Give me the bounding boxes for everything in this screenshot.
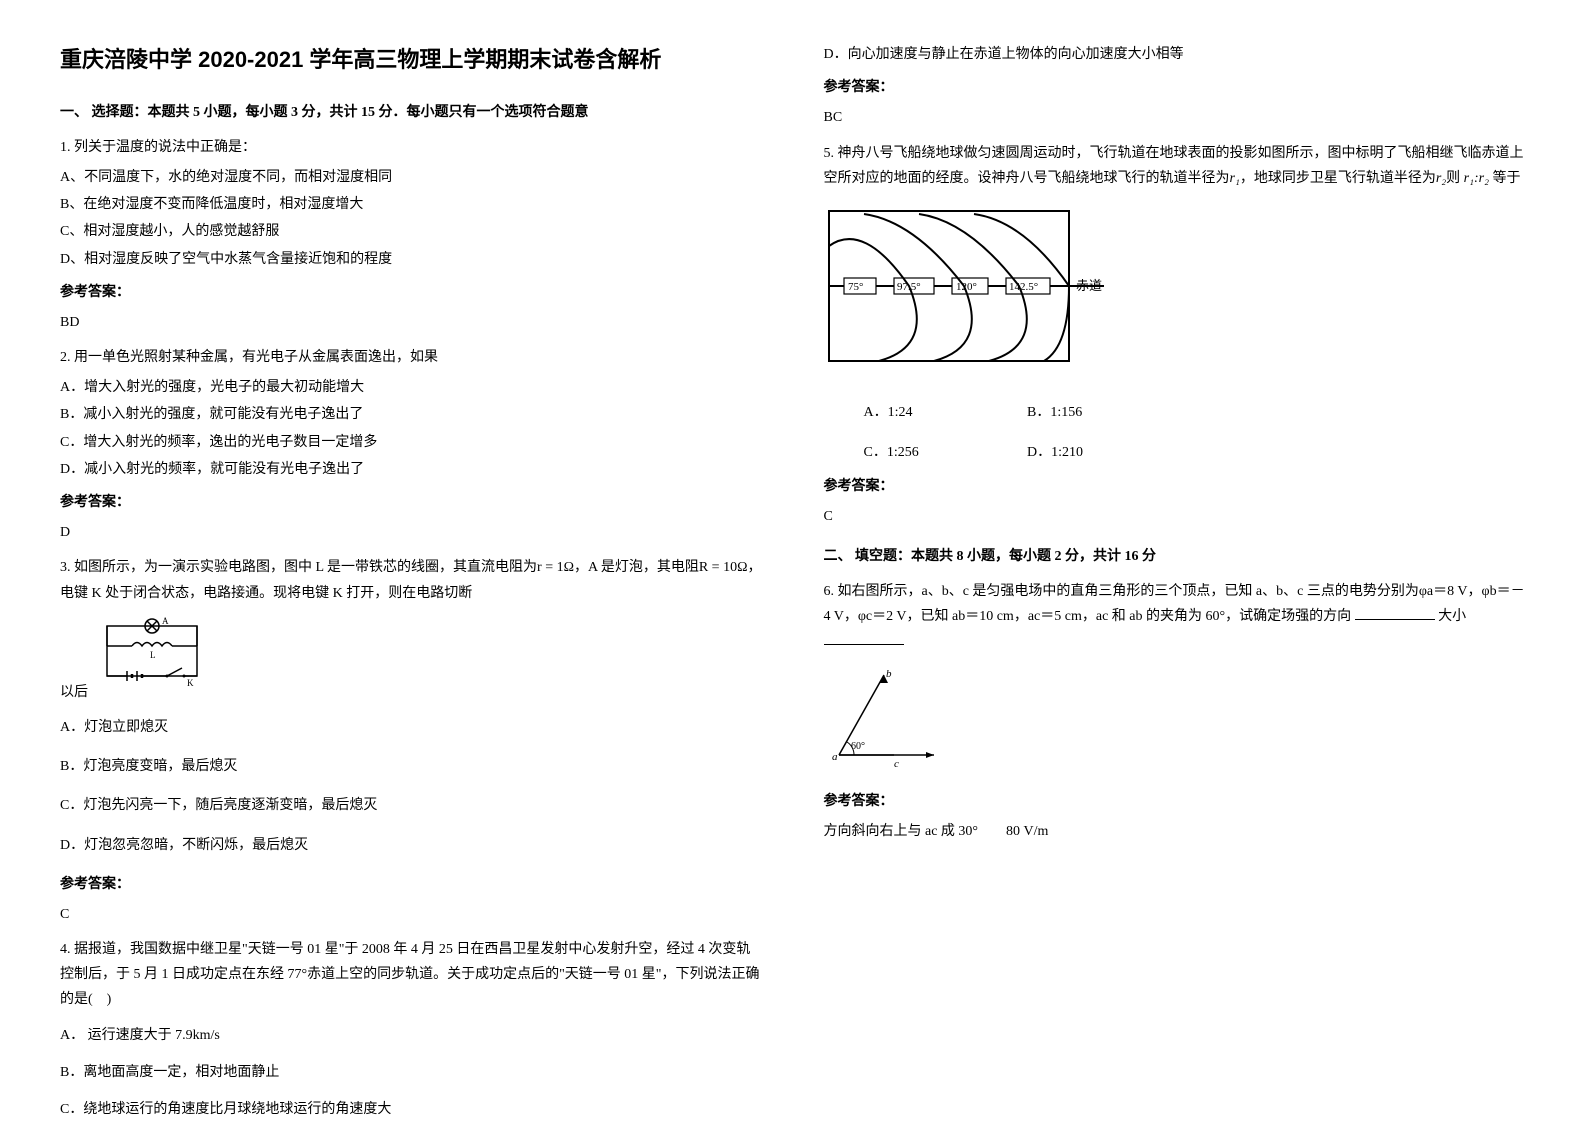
circuit-diagram-icon: A L K [92,616,212,691]
q3-answer: C [60,902,764,927]
q6-blank-2 [824,631,904,645]
q1-optC: C、相对湿度越小，人的感觉越舒服 [60,219,764,244]
map-lon-3: 142.5° [1009,281,1038,293]
q4-optA: A． 运行速度大于 7.9km/s [60,1023,764,1048]
q2-answer-label: 参考答案： [60,490,764,515]
tri-angle: 60° [851,741,865,752]
q4-answer-label: 参考答案： [824,75,1528,100]
q5-r2: r₂ [1436,171,1446,186]
q3-stem-p1: 3. 如图所示，为一演示实验电路图，图中 L 是一带铁芯的线圈，其直流电阻为 [60,560,537,575]
q2-stem: 2. 用一单色光照射某种金属，有光电子从金属表面逸出，如果 [60,345,764,370]
q4-stem: 4. 据报道，我国数据中继卫星"天链一号 01 星"于 2008 年 4 月 2… [60,937,764,1013]
q5-optC: C．1:256 [864,440,1024,465]
tri-a: a [832,751,838,763]
svg-text:A: A [162,616,169,626]
q5-optB: B．1:156 [1027,400,1187,425]
q6-blank-label: 大小 [1438,609,1466,624]
q2-optD: D．减小入射光的频率，就可能没有光电子逸出了 [60,457,764,482]
q3-figure-row: 以后 A L [60,611,764,705]
q5-optD: D．1:210 [1027,440,1187,465]
q2-optC: C．增大入射光的频率，逸出的光电子数目一定增多 [60,430,764,455]
right-column: D．向心加速度与静止在赤道上物体的向心加速度大小相等 参考答案： BC 5. 神… [824,40,1528,1082]
q2-optA: A．增大入射光的强度，光电子的最大初动能增大 [60,375,764,400]
q3-optA: A．灯泡立即熄灭 [60,715,764,740]
q4-optD: D．向心加速度与静止在赤道上物体的向心加速度大小相等 [824,42,1528,67]
q2-answer: D [60,520,764,545]
q1-stem: 1. 列关于温度的说法中正确是： [60,135,764,160]
q5-stem-p3: 则 [1446,171,1460,186]
q3-stem: 3. 如图所示，为一演示实验电路图，图中 L 是一带铁芯的线圈，其直流电阻为r … [60,555,764,605]
q4-answer: BC [824,105,1528,130]
q3-answer-label: 参考答案： [60,872,764,897]
svg-text:L: L [150,650,156,660]
q6-blank-1 [1355,606,1435,620]
page-title: 重庆涪陵中学 2020-2021 学年高三物理上学期期末试卷含解析 [60,40,764,80]
q1-answer-label: 参考答案： [60,280,764,305]
q5-stem-p4: 等于 [1492,171,1520,186]
q3-R-eq: R = 10Ω [699,560,748,575]
left-column: 重庆涪陵中学 2020-2021 学年高三物理上学期期末试卷含解析 一、 选择题… [60,40,764,1082]
section-1-header: 一、 选择题：本题共 5 小题，每小题 3 分，共计 15 分．每小题只有一个选… [60,100,764,125]
q5-options-row-2: C．1:256 D．1:210 [824,440,1528,465]
q2-optB: B．减小入射光的强度，就可能没有光电子逸出了 [60,402,764,427]
tri-c: c [894,758,899,770]
map-figure: 赤道 75° 97.5° 120° 142.5° [824,206,1528,385]
q3-r-eq: r = 1Ω [537,560,574,575]
q1-optA: A、不同温度下，水的绝对湿度不同，而相对湿度相同 [60,165,764,190]
q3-after-label: 以后 [60,680,88,705]
q4-optB: B．离地面高度一定，相对地面静止 [60,1060,764,1085]
q5-answer-label: 参考答案： [824,474,1528,499]
q6-answer-label: 参考答案： [824,789,1528,814]
q5-stem-p2: ，地球同步卫星飞行轨道半径为 [1240,171,1436,186]
q3-optB: B．灯泡亮度变暗，最后熄灭 [60,754,764,779]
triangle-figure: a b c 60° [824,665,1528,779]
q5-answer: C [824,504,1528,529]
q5-optA: A．1:24 [864,400,1024,425]
q6-stem: 6. 如右图所示，a、b、c 是匀强电场中的直角三角形的三个顶点，已知 a、b、… [824,579,1528,655]
q4-optC: C．绕地球运行的角速度比月球绕地球运行的角速度大 [60,1097,764,1122]
q3-optC: C．灯泡先闪亮一下，随后亮度逐渐变暗，最后熄灭 [60,793,764,818]
map-lon-0: 75° [848,281,863,293]
q1-optD: D、相对湿度反映了空气中水蒸气含量接近饱和的程度 [60,247,764,272]
q1-optB: B、在绝对湿度不变而降低温度时，相对湿度增大 [60,192,764,217]
q3-optD: D．灯泡忽亮忽暗，不断闪烁，最后熄灭 [60,833,764,858]
section-2-header: 二、 填空题：本题共 8 小题，每小题 2 分，共计 16 分 [824,544,1528,569]
svg-text:K: K [187,678,194,688]
q5-ratio: r₁:r₂ [1464,171,1489,186]
q5-options-row-1: A．1:24 B．1:156 [824,400,1528,425]
equator-label: 赤道 [1076,278,1102,293]
q3-stem-p2: ，A 是灯泡，其电阻 [574,560,699,575]
q5-stem: 5. 神舟八号飞船绕地球做匀速圆周运动时，飞行轨道在地球表面的投影如图所示，图中… [824,141,1528,191]
q5-r1: r₁ [1230,171,1240,186]
q6-answer: 方向斜向右上与 ac 成 30° 80 V/m [824,819,1528,844]
q1-answer: BD [60,310,764,335]
tri-b: b [886,668,892,680]
